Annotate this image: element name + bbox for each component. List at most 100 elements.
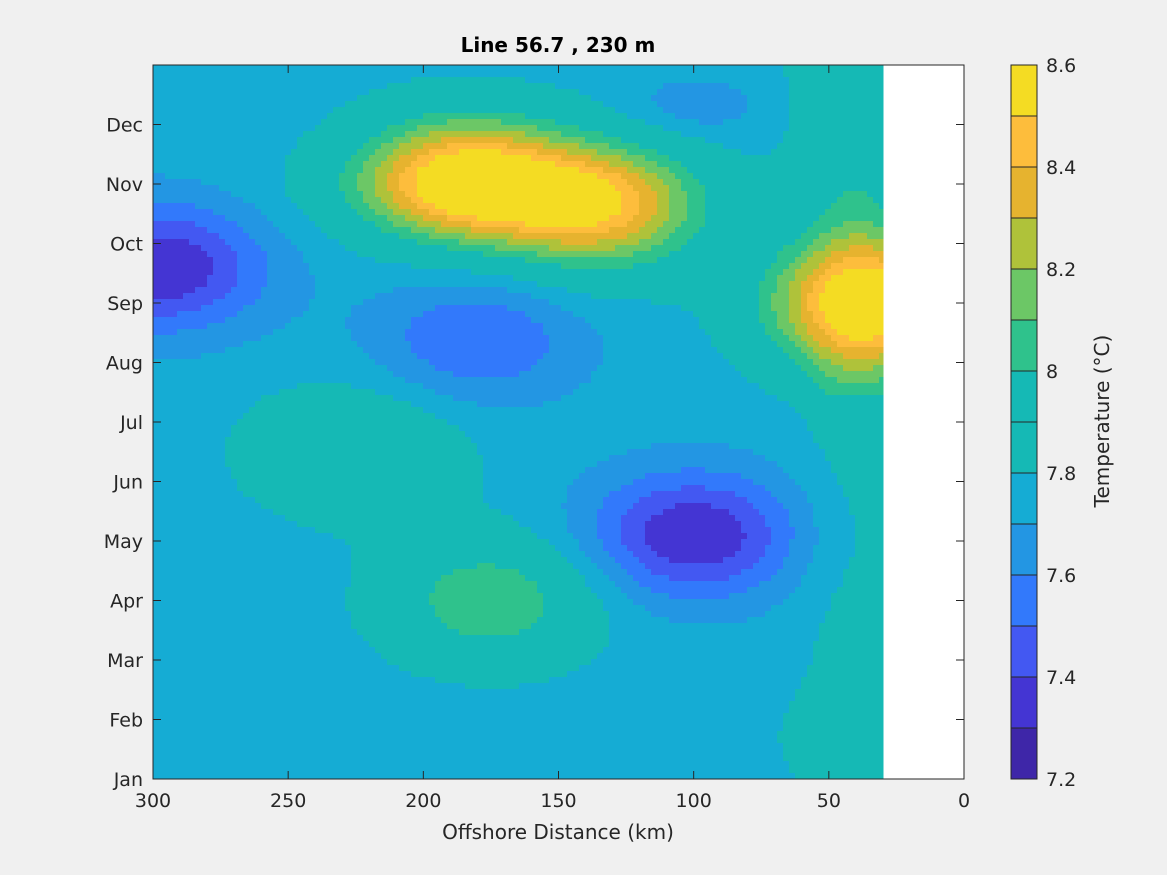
contour-cell [225,101,232,108]
contour-cell [333,293,340,300]
contour-cell [513,125,520,132]
contour-cell [465,245,472,252]
contour-cell [867,203,874,210]
contour-cell [465,71,472,78]
contour-cell [255,269,262,276]
contour-cell [447,95,454,102]
contour-cell [711,185,718,192]
contour-cell [201,89,208,96]
contour-cell [741,197,748,204]
contour-cell [861,239,868,246]
contour-cell [645,131,652,138]
contour-cell [315,305,322,312]
contour-cell [867,299,874,306]
contour-cell [297,125,304,132]
contour-cell [843,245,850,252]
contour-cell [171,209,178,216]
contour-cell [627,131,634,138]
contour-cell [489,131,496,138]
contour-cell [261,95,268,102]
contour-cell [177,233,184,240]
contour-cell [429,149,436,156]
contour-cell [273,227,280,234]
contour-cell [333,203,340,210]
contour-cell [495,209,502,216]
contour-cell [159,143,166,150]
contour-cell [789,101,796,108]
contour-cell [807,83,814,90]
contour-cell [561,257,568,264]
contour-cell [375,119,382,126]
contour-cell [459,95,466,102]
contour-cell [201,227,208,234]
contour-cell [633,131,640,138]
contour-cell [333,173,340,180]
contour-cell [447,263,454,270]
contour-cell [357,77,364,84]
contour-cell [237,263,244,270]
contour-cell [465,95,472,102]
contour-cell [411,239,418,246]
contour-cell [615,197,622,204]
contour-cell [339,233,346,240]
contour-cell [171,281,178,288]
contour-cell [483,239,490,246]
contour-cell [153,173,160,180]
contour-cell [255,287,262,294]
contour-cell [513,185,520,192]
contour-cell [777,149,784,156]
contour-cell [597,167,604,174]
contour-cell [525,299,532,306]
contour-cell [483,173,490,180]
contour-cell [171,215,178,222]
contour-cell [615,287,622,294]
contour-cell [369,227,376,234]
contour-cell [699,113,706,120]
contour-cell [549,203,556,210]
contour-cell [351,149,358,156]
contour-cell [711,257,718,264]
contour-cell [303,71,310,78]
contour-cell [255,107,262,114]
contour-cell [633,263,640,270]
contour-cell [459,161,466,168]
contour-cell [177,107,184,114]
contour-cell [183,101,190,108]
contour-cell [303,149,310,156]
contour-cell [699,185,706,192]
contour-cell [759,197,766,204]
contour-cell [849,227,856,234]
contour-cell [555,215,562,222]
contour-cell [207,257,214,264]
contour-cell [405,221,412,228]
contour-cell [381,131,388,138]
contour-cell [591,227,598,234]
contour-cell [243,197,250,204]
contour-cell [537,245,544,252]
contour-cell [345,263,352,270]
contour-cell [507,257,514,264]
contour-cell [843,125,850,132]
contour-cell [387,125,394,132]
contour-cell [363,287,370,294]
contour-cell [225,89,232,96]
contour-cell [651,215,658,222]
contour-cell [453,137,460,144]
contour-cell [765,239,772,246]
contour-cell [729,191,736,198]
contour-cell [171,143,178,150]
contour-cell [549,77,556,84]
contour-cell [645,275,652,282]
contour-cell [771,155,778,162]
contour-cell [357,257,364,264]
contour-cell [663,287,670,294]
contour-cell [873,71,880,78]
contour-cell [207,113,214,120]
contour-cell [633,77,640,84]
contour-cell [309,95,316,102]
contour-cell [165,233,172,240]
contour-cell [603,293,610,300]
contour-cell [807,65,814,72]
contour-cell [759,83,766,90]
contour-cell [525,131,532,138]
